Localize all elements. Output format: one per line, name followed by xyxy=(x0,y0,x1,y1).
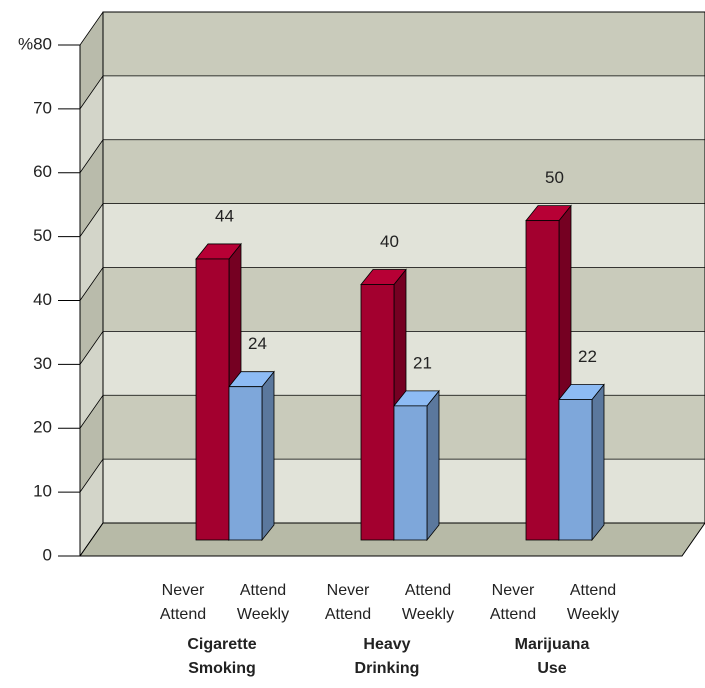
side-wall-band xyxy=(80,459,103,556)
bar-side xyxy=(591,383,605,542)
side-wall-band xyxy=(80,267,103,365)
bar xyxy=(558,399,593,541)
series-label: Never Attend xyxy=(489,582,537,623)
y-tick-label: 70 xyxy=(33,98,52,117)
side-wall-band xyxy=(80,75,103,173)
grid-line xyxy=(79,394,705,429)
bar xyxy=(393,405,428,541)
series-label: Attend Weekly xyxy=(566,582,620,623)
side-wall-band xyxy=(80,203,103,301)
y-tick-label: 10 xyxy=(33,482,52,501)
series-label: Never Attend xyxy=(159,582,207,623)
y-tick-label: 40 xyxy=(33,290,52,309)
grid-line xyxy=(79,267,705,301)
value-label: 22 xyxy=(578,347,597,366)
series-label: Attend Weekly xyxy=(401,582,455,623)
grid-line xyxy=(79,522,705,557)
value-label: 50 xyxy=(545,168,564,187)
bar xyxy=(228,386,263,541)
y-tick-label: 60 xyxy=(33,162,52,181)
back-wall-band xyxy=(103,12,705,76)
y-tick-label: 20 xyxy=(33,418,52,437)
value-label: 44 xyxy=(215,206,234,225)
grid-line xyxy=(79,11,705,46)
grid-line xyxy=(79,330,705,365)
grid-line xyxy=(79,75,705,110)
y-tick-label: %80 xyxy=(18,34,52,53)
series-label: Never Attend xyxy=(324,582,372,623)
bar-side xyxy=(426,389,440,542)
category-label: Heavy Drinking xyxy=(354,636,420,677)
bar xyxy=(195,258,230,541)
grid-line xyxy=(79,203,705,237)
category-label: Marijuana Use xyxy=(514,636,590,677)
bar xyxy=(525,220,560,541)
grid-line xyxy=(79,458,705,493)
value-label: 24 xyxy=(248,334,267,353)
side-wall-band xyxy=(80,139,103,237)
value-label: 40 xyxy=(380,232,399,251)
back-wall-band xyxy=(103,75,705,140)
series-label: Attend Weekly xyxy=(236,582,290,623)
back-wall-band xyxy=(103,139,705,204)
value-label: 21 xyxy=(413,353,432,372)
grid-line xyxy=(79,139,705,173)
y-tick-label: 0 xyxy=(43,545,52,564)
category-label: Cigarette Smoking xyxy=(187,636,257,677)
side-wall-band xyxy=(80,331,103,429)
back-wall-band xyxy=(103,203,705,268)
y-tick-label: 50 xyxy=(33,226,52,245)
y-tick-label: 30 xyxy=(33,354,52,373)
bar-side xyxy=(261,370,275,542)
side-wall-band xyxy=(80,395,103,493)
bar xyxy=(360,284,395,541)
side-wall-band xyxy=(80,12,103,109)
